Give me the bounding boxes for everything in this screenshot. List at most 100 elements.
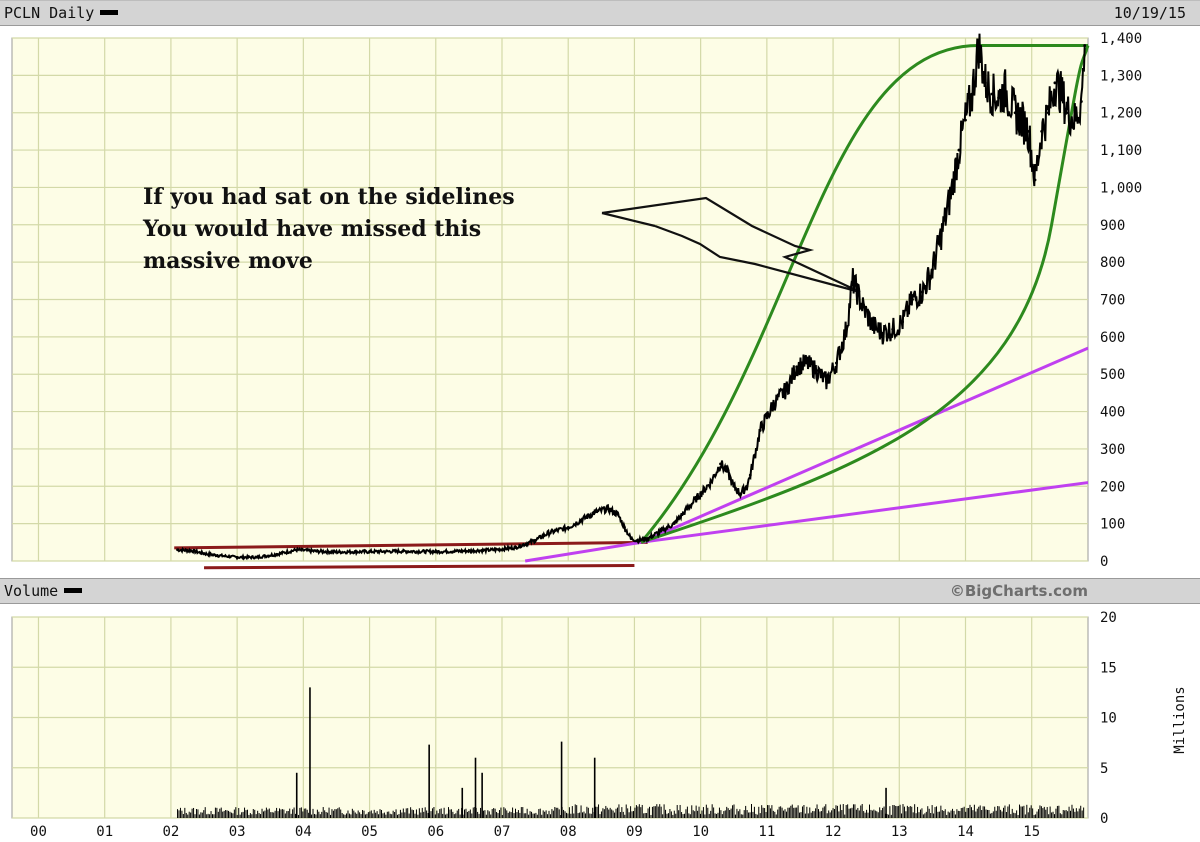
volume-panel-header: Volume ©BigCharts.com [0,578,1200,604]
price-panel-header: PCLN Daily 10/19/15 [0,0,1200,26]
price-tick-label: 100 [1100,517,1125,533]
price-point [189,549,193,552]
volume-tick-label: 0 [1100,811,1108,827]
price-point [930,268,934,272]
price-point [315,549,318,553]
price-point [1020,118,1024,122]
price-point [785,387,789,391]
support-line [204,563,635,570]
price-tick-label: 900 [1100,218,1125,234]
price-point [1013,111,1017,115]
symbol-label: PCLN Daily [4,4,119,22]
price-point [215,553,219,557]
year-tick-label: 09 [626,824,643,840]
price-point [616,512,620,516]
price-point [861,305,865,309]
price-point [646,537,650,540]
volume-legend-swatch [64,588,83,593]
price-tick-label: 1,200 [1100,106,1142,122]
price-point [401,549,405,553]
price-point [745,484,749,488]
price-point [1073,118,1077,122]
volume-series [177,687,1085,818]
year-tick-label: 08 [560,824,577,840]
price-point [937,242,941,245]
price-tick-label: 300 [1100,442,1125,458]
price-point [580,518,583,522]
price-point [275,552,279,556]
price-point [1033,178,1037,182]
price-tick-label: 400 [1100,405,1125,421]
price-point [725,469,729,473]
analysis-overlay [174,43,1090,570]
year-tick-label: 10 [692,824,709,840]
price-point [891,327,895,331]
year-tick-label: 05 [361,824,378,840]
price-tick-label: 800 [1100,255,1125,271]
year-tick-label: 04 [295,824,312,840]
trendline-base [524,540,642,563]
trendline-high [640,346,1089,544]
price-point [977,44,981,47]
price-point [1060,92,1063,96]
price-tick-label: 1,000 [1100,180,1142,196]
year-tick-label: 02 [162,824,179,840]
price-axis-labels: 1,400 1,300 1,200 1,100 1,000 900 800 700 600 500… [1100,31,1142,570]
price-point [235,555,239,559]
price-point [566,525,570,529]
chart-credit: ©BigCharts.com [949,582,1088,600]
price-series [176,33,1087,561]
grid [12,37,1088,819]
year-tick-label: 12 [825,824,842,840]
volume-tick-label: 5 [1100,761,1108,777]
price-point [672,522,676,526]
price-point [732,484,736,488]
volume-label: Volume [4,582,83,600]
price-point [834,361,838,365]
price-point [957,148,961,152]
price-point [983,81,987,85]
price-point [1066,111,1070,115]
price-point [911,298,914,301]
parabolic-curve-lower [640,44,1090,544]
price-point [844,327,848,331]
year-tick-label: 13 [891,824,908,840]
year-tick-label: 11 [758,824,775,840]
price-point [719,462,722,466]
price-point [629,537,633,540]
price-point [881,331,885,335]
year-tick-label: 01 [96,824,113,840]
price-point [1083,44,1087,47]
price-point [1053,81,1057,85]
year-tick-label: 03 [229,824,246,840]
price-point [606,507,610,511]
annotation-line-3: massive move [143,248,313,274]
price-legend-swatch [100,10,119,15]
year-tick-label: 07 [494,824,511,840]
price-point [1040,129,1044,133]
price-point [434,550,438,554]
price-point [295,548,299,552]
annotation-line-1: If you had sat on the sidelines [143,184,515,210]
price-point [493,548,497,552]
price-point [990,92,994,96]
price-point [805,361,808,365]
price-tick-label: 200 [1100,479,1125,495]
price-point [709,481,712,484]
price-point [997,96,1001,100]
price-point [1003,88,1007,92]
price-point [950,186,954,189]
price-point [964,118,967,122]
price-point [944,215,948,219]
price-point [851,279,855,283]
price-point [815,369,818,372]
price-tick-label: 500 [1100,367,1125,383]
lightning-bolt-arrow-edge [601,211,656,228]
volume-tick-label: 20 [1100,610,1117,626]
volume-tick-label: 10 [1100,711,1117,727]
price-tick-label: 0 [1100,554,1108,570]
lightning-bolt-arrow [601,196,861,294]
price-point [748,473,752,477]
price-tick-label: 700 [1100,293,1125,309]
